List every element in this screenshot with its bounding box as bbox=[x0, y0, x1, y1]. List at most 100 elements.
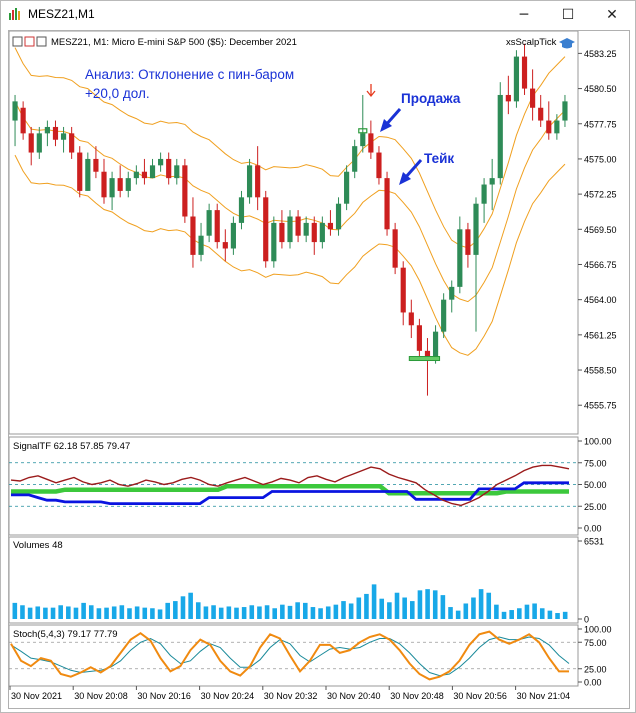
time-tick-label: 30 Nov 20:32 bbox=[264, 691, 318, 701]
time-tick-label: 30 Nov 20:24 bbox=[201, 691, 255, 701]
chart-canvas[interactable]: 4583.25 4580.50 4577.75 4575.00 4572.25 4569.… bbox=[8, 30, 629, 708]
volume-bar bbox=[432, 590, 438, 619]
volume-bar bbox=[234, 607, 239, 619]
candle-body bbox=[505, 94, 511, 102]
volume-bar bbox=[555, 613, 560, 619]
volume-bar bbox=[455, 610, 461, 619]
time-tick-label: 30 Nov 20:16 bbox=[137, 691, 191, 701]
sell-entry-marker bbox=[358, 128, 368, 134]
candle-body bbox=[311, 222, 317, 243]
time-tick-label: 30 Nov 21:04 bbox=[517, 691, 571, 701]
volume-bar bbox=[264, 605, 270, 619]
minimize-button[interactable]: ─ bbox=[502, 1, 546, 28]
signal-down-arrow-icon bbox=[366, 84, 376, 98]
analysis-annotation-line2: +20,0 дол. bbox=[85, 86, 150, 101]
volume-bar bbox=[27, 607, 33, 619]
candle-body bbox=[93, 158, 99, 172]
price-tick-label: 4564.00 bbox=[584, 295, 617, 305]
candle-body bbox=[271, 222, 277, 262]
stoch-pane[interactable] bbox=[8, 624, 579, 687]
volume-pane-title: Volumes 48 bbox=[13, 540, 63, 551]
trade-markers bbox=[358, 128, 441, 362]
candle-body bbox=[481, 184, 487, 204]
candle-body bbox=[441, 299, 447, 332]
graduation-cap-icon[interactable] bbox=[559, 38, 575, 49]
candle-body bbox=[206, 210, 212, 236]
header-icon-1 bbox=[12, 36, 23, 47]
signal-pane-title: SignalTF 62.18 57.85 79.47 bbox=[13, 441, 130, 452]
title-bar[interactable]: MESZ21,M1 ─ ☐ ✕ bbox=[1, 1, 635, 28]
volume-bar bbox=[417, 590, 423, 619]
volume-bar bbox=[104, 607, 109, 619]
volume-bar bbox=[35, 606, 41, 619]
volume-bar bbox=[532, 603, 537, 619]
candle-body bbox=[521, 56, 528, 89]
candle-body bbox=[538, 107, 544, 121]
volume-bar bbox=[425, 589, 430, 619]
volume-bar bbox=[218, 607, 224, 619]
price-pane[interactable] bbox=[8, 30, 579, 435]
candle-body bbox=[28, 133, 34, 153]
candle-body bbox=[149, 165, 156, 179]
candle-body bbox=[279, 222, 285, 243]
volume-bar bbox=[295, 602, 300, 619]
candle-body bbox=[497, 94, 503, 179]
stoch-pane-title: Stoch(5,4,3) 79.17 77.79 bbox=[13, 629, 118, 640]
volume-bar bbox=[302, 602, 308, 619]
volume-bar bbox=[486, 592, 492, 619]
volume-bar bbox=[180, 596, 186, 619]
candle-body bbox=[198, 235, 204, 255]
candle-body bbox=[416, 325, 422, 351]
header-icon-3 bbox=[36, 36, 47, 47]
maximize-button[interactable]: ☐ bbox=[546, 1, 590, 28]
volume-bar bbox=[494, 604, 499, 619]
envelope-upper-line bbox=[14, 47, 566, 249]
stoch-tick-label: 100.00 bbox=[584, 625, 612, 635]
volume-bar bbox=[142, 607, 148, 619]
candle-body bbox=[513, 56, 520, 102]
analysis-annotation-line1: Анализ: Отклонение с пин-баром bbox=[85, 67, 294, 82]
candle-body bbox=[77, 152, 83, 191]
candle-body bbox=[174, 165, 180, 179]
volume-bar bbox=[226, 606, 232, 619]
chart-window-icon bbox=[9, 8, 20, 20]
volume-bar bbox=[387, 602, 392, 619]
candle-body bbox=[392, 229, 398, 268]
candle-body bbox=[44, 126, 50, 134]
volume-bar bbox=[402, 597, 407, 619]
time-tick-label: 30 Nov 20:40 bbox=[327, 691, 381, 701]
candle-body bbox=[327, 222, 334, 230]
candle-body bbox=[214, 210, 220, 243]
price-tick-label: 4555.75 bbox=[584, 401, 617, 411]
signal-trend-line bbox=[11, 481, 569, 506]
volume-bar bbox=[280, 604, 285, 619]
signal-tick-label: 100.00 bbox=[584, 437, 612, 447]
volume-bar bbox=[364, 593, 369, 619]
candle-body bbox=[238, 197, 245, 223]
volume-bar bbox=[58, 605, 63, 619]
price-axis: 4583.25 4580.50 4577.75 4575.00 4572.25 4569.… bbox=[578, 49, 617, 411]
volume-bar bbox=[287, 605, 293, 619]
candle-body bbox=[230, 222, 236, 249]
volume-bar bbox=[509, 610, 514, 619]
volume-bar bbox=[371, 584, 377, 619]
price-tick-label: 4577.75 bbox=[584, 119, 617, 129]
volume-tick-label: 6531 bbox=[584, 537, 604, 547]
volume-bar bbox=[410, 601, 415, 619]
close-button[interactable]: ✕ bbox=[590, 1, 634, 28]
stoch-tick-label: 25.00 bbox=[584, 664, 607, 674]
volume-bar bbox=[66, 606, 71, 619]
volume-bar bbox=[341, 601, 346, 619]
stoch-lines: 100.00 75.00 25.00 0.00 bbox=[9, 625, 612, 688]
candle-body bbox=[530, 88, 536, 108]
candle-body bbox=[60, 133, 67, 140]
volume-bar bbox=[119, 605, 125, 619]
chart-area[interactable]: 4583.25 4580.50 4577.75 4575.00 4572.25 4569.… bbox=[8, 30, 630, 709]
window-title: MESZ21,M1 bbox=[28, 7, 95, 21]
volume-bar bbox=[394, 592, 400, 619]
candle-body bbox=[182, 165, 188, 217]
volume-pane[interactable] bbox=[8, 536, 579, 624]
candle-body bbox=[20, 107, 26, 134]
sell-arrow bbox=[380, 108, 402, 132]
